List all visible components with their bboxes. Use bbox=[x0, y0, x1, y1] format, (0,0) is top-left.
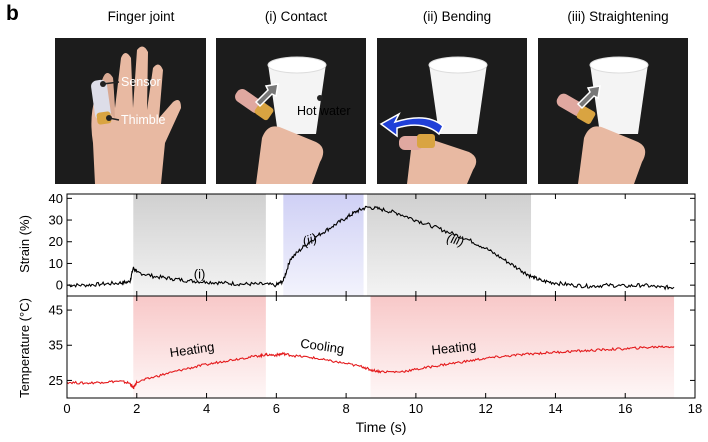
y-tick-label: 10 bbox=[49, 256, 63, 271]
y-tick-label: 20 bbox=[49, 234, 63, 249]
temperature-axis-label: Temperature (°C) bbox=[17, 298, 32, 398]
strain-panel: (i) (ii) (iii) 0 10 20 30 40 bbox=[49, 191, 696, 297]
x-tick-label: 12 bbox=[478, 401, 492, 416]
y-tick-label: 40 bbox=[49, 191, 63, 206]
region-label: Heating bbox=[431, 338, 477, 358]
x-tick-label: 10 bbox=[409, 401, 423, 416]
x-tick-label: 16 bbox=[618, 401, 632, 416]
photo-label-bending: (ii) Bending bbox=[422, 9, 492, 24]
x-tick-label: 18 bbox=[688, 401, 702, 416]
region-label: Heating bbox=[169, 339, 215, 360]
x-tick-label: 0 bbox=[63, 401, 70, 416]
panel-letter: b bbox=[6, 2, 19, 25]
y-tick-label: 45 bbox=[49, 303, 63, 318]
panel-frame bbox=[66, 295, 696, 399]
photo-label-contact: (i) Contact bbox=[264, 9, 328, 24]
temperature-panel: Heating Cooling Heating 25 35 45 bbox=[49, 295, 696, 399]
shaded-region bbox=[133, 194, 266, 296]
y-tick-label: 0 bbox=[56, 278, 63, 293]
y-tick-label: 35 bbox=[49, 338, 63, 353]
photo-bending bbox=[377, 38, 527, 184]
strain-axis-label: Strain (%) bbox=[17, 215, 32, 273]
photo-label-straightening: (iii) Straightening bbox=[567, 9, 669, 24]
shaded-region bbox=[367, 194, 532, 296]
x-tick-label: 4 bbox=[203, 401, 210, 416]
region-label: (i) bbox=[194, 267, 206, 282]
photo-annotation-hot-water: Hot water bbox=[297, 104, 351, 118]
photo-annotation-thimble: Thimble bbox=[121, 113, 166, 127]
region-label: (ii) bbox=[300, 230, 319, 249]
x-tick-label: 2 bbox=[133, 401, 140, 416]
temperature-series-line bbox=[66, 345, 675, 390]
photo-annotation-sensor: Sensor bbox=[121, 75, 161, 89]
time-axis-label: Time (s) bbox=[356, 419, 407, 435]
photo-contact: Hot water bbox=[216, 38, 366, 184]
region-label: (iii) bbox=[445, 230, 466, 249]
y-tick-label: 25 bbox=[49, 373, 63, 388]
x-tick-label: 8 bbox=[342, 401, 349, 416]
y-tick-label: 30 bbox=[49, 213, 63, 228]
photo-label-finger-joint: Finger joint bbox=[107, 9, 175, 24]
photo-straightening bbox=[538, 38, 688, 184]
shaded-region bbox=[370, 296, 675, 398]
photo-finger-joint: Sensor Thimble bbox=[55, 38, 206, 184]
strain-series-line bbox=[66, 205, 675, 291]
x-tick-label: 14 bbox=[548, 401, 562, 416]
time-axis: 0 2 4 6 8 10 12 14 16 18 bbox=[63, 194, 702, 416]
shaded-region bbox=[283, 194, 364, 296]
x-tick-label: 6 bbox=[273, 401, 280, 416]
shaded-region bbox=[133, 296, 266, 398]
region-label: Cooling bbox=[299, 336, 345, 357]
